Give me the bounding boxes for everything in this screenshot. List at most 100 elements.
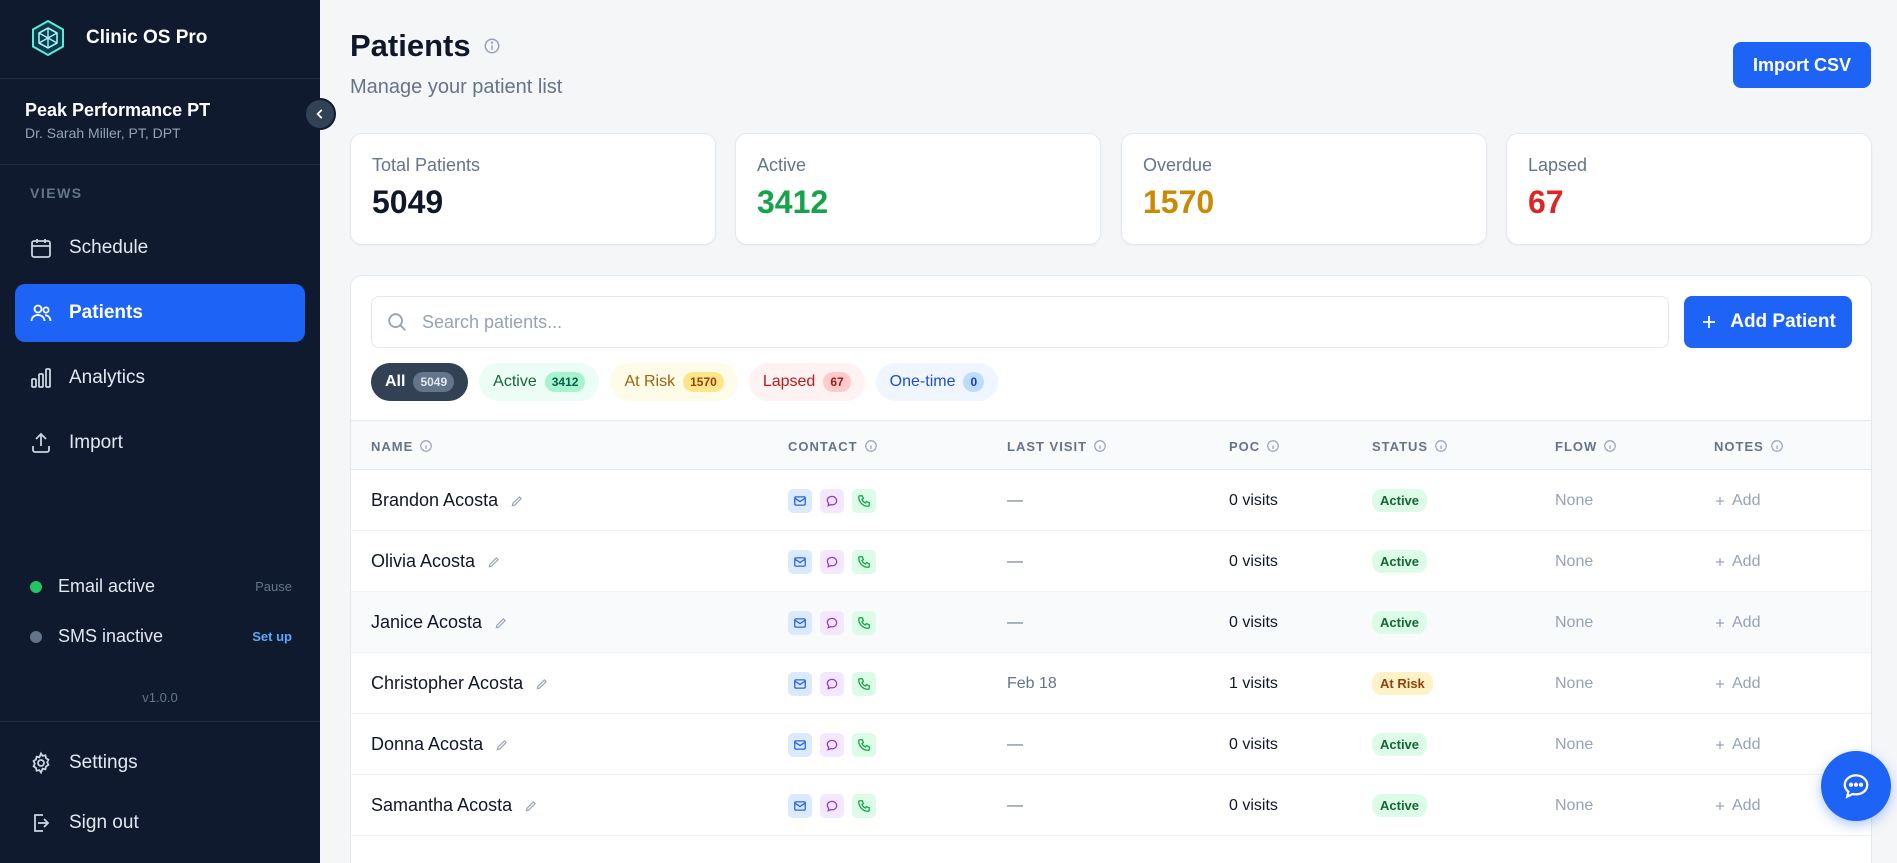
patient-name[interactable]: Donna Acosta — [371, 734, 484, 754]
column-last-visit[interactable]: LAST VISIT — [1007, 421, 1107, 471]
sms-contact-button[interactable] — [820, 671, 844, 696]
sidebar-item-sign-out[interactable]: Sign out — [15, 795, 305, 851]
patient-name[interactable]: Brandon Acosta — [371, 490, 499, 510]
column-flow[interactable]: FLOW — [1555, 421, 1617, 471]
email-contact-button[interactable] — [788, 488, 812, 513]
phone-contact-button[interactable] — [852, 671, 876, 696]
patient-name[interactable]: Christopher Acosta — [371, 673, 524, 693]
search-input[interactable] — [422, 311, 1622, 333]
add-note-button[interactable]: Add — [1714, 714, 1760, 775]
brand-logo-icon — [32, 19, 64, 57]
patient-name-cell: Janice Acosta — [371, 592, 508, 653]
phone-contact-button[interactable] — [852, 610, 876, 635]
column-notes[interactable]: NOTES — [1714, 421, 1784, 471]
sidebar-item-label: Analytics — [69, 367, 146, 388]
status-cell: Active — [1372, 714, 1428, 775]
table-row[interactable]: Janice Acosta — 0 visits Active None Add — [351, 592, 1871, 653]
sidebar-item-label: Import — [69, 432, 123, 453]
phone-contact-button[interactable] — [852, 793, 876, 818]
collapse-sidebar-button[interactable] — [304, 98, 336, 130]
flow-cell[interactable]: None — [1555, 491, 1594, 509]
poc-cell: 0 visits — [1229, 796, 1278, 814]
flow-cell[interactable]: None — [1555, 613, 1594, 631]
sms-contact-button[interactable] — [820, 549, 844, 574]
table-row[interactable]: Samantha Acosta — 0 visits Active None Add — [351, 775, 1871, 836]
filter-at-risk[interactable]: At Risk 1570 — [610, 363, 738, 401]
import-csv-button[interactable]: Import CSV — [1733, 42, 1871, 88]
upload-icon — [32, 432, 50, 453]
sidebar-item-schedule[interactable]: Schedule — [15, 219, 305, 277]
flow-cell[interactable]: None — [1555, 674, 1594, 692]
patient-name[interactable]: Janice Acosta — [371, 612, 483, 632]
add-note-button[interactable]: Add — [1714, 653, 1760, 714]
column-status[interactable]: STATUS — [1372, 421, 1448, 471]
filter-all[interactable]: All 5049 — [371, 363, 469, 401]
email-contact-button[interactable] — [788, 610, 812, 635]
email-contact-button[interactable] — [788, 793, 812, 818]
page-subtitle: Manage your patient list — [350, 76, 563, 98]
table-row[interactable]: Olivia Acosta — 0 visits Active None Add — [351, 531, 1871, 592]
flow-cell[interactable]: None — [1555, 796, 1594, 814]
filter-lapsed[interactable]: Lapsed 67 — [748, 363, 865, 401]
add-patient-button[interactable]: Add Patient — [1684, 296, 1852, 348]
column-label: NAME — [371, 438, 414, 454]
status-badge: Active — [1372, 489, 1428, 512]
pencil-icon[interactable] — [495, 738, 509, 752]
sidebar-item-patients[interactable]: Patients — [15, 284, 305, 342]
info-icon — [1770, 440, 1783, 452]
last-visit-cell: Feb 18 — [1007, 674, 1057, 692]
mail-icon — [794, 678, 806, 689]
pencil-icon[interactable] — [535, 677, 549, 691]
sms-contact-button[interactable] — [820, 732, 844, 757]
phone-contact-button[interactable] — [852, 732, 876, 757]
phone-contact-button[interactable] — [852, 549, 876, 574]
filter-active[interactable]: Active 3412 — [479, 363, 600, 401]
column-poc[interactable]: POC — [1229, 421, 1280, 471]
add-note-label: Add — [1732, 491, 1761, 509]
bar-chart-icon — [31, 368, 51, 388]
add-note-button[interactable]: Add — [1714, 470, 1760, 531]
chat-icon — [1843, 774, 1869, 799]
sidebar-item-import[interactable]: Import — [15, 414, 305, 472]
pencil-icon[interactable] — [524, 799, 538, 813]
poc-cell: 0 visits — [1229, 552, 1278, 570]
add-note-button[interactable]: Add — [1714, 775, 1760, 836]
sms-contact-button[interactable] — [820, 793, 844, 818]
sms-setup-link[interactable]: Set up — [252, 629, 292, 644]
info-icon[interactable] — [483, 37, 501, 55]
message-icon — [826, 495, 838, 507]
filter-count: 0 — [963, 372, 985, 392]
search-box[interactable] — [371, 296, 1669, 348]
pencil-icon[interactable] — [487, 555, 501, 569]
table-row[interactable]: Christopher Acosta Feb 18 1 visits At Risk N… — [351, 653, 1871, 714]
stat-value: 1570 — [1143, 184, 1215, 220]
pencil-icon[interactable] — [510, 494, 524, 508]
patient-name[interactable]: Olivia Acosta — [371, 551, 476, 571]
email-contact-button[interactable] — [788, 671, 812, 696]
filter-one-time[interactable]: One-time 0 — [875, 363, 999, 401]
email-contact-button[interactable] — [788, 732, 812, 757]
sms-contact-button[interactable] — [820, 610, 844, 635]
phone-contact-button[interactable] — [852, 488, 876, 513]
email-pause-link[interactable]: Pause — [255, 579, 292, 594]
patient-name[interactable]: Samantha Acosta — [371, 795, 513, 815]
table-row[interactable]: Donna Acosta — 0 visits Active None Add — [351, 714, 1871, 775]
flow-cell[interactable]: None — [1555, 552, 1594, 570]
pencil-icon[interactable] — [494, 616, 508, 630]
chat-button[interactable] — [1821, 751, 1891, 821]
sidebar-item-settings[interactable]: Settings — [15, 735, 305, 791]
status-badge: At Risk — [1372, 672, 1433, 695]
column-contact[interactable]: CONTACT — [788, 421, 878, 471]
add-note-button[interactable]: Add — [1714, 531, 1760, 592]
table-row[interactable]: Brandon Acosta — 0 visits Active None Add — [351, 470, 1871, 531]
message-icon — [826, 556, 838, 568]
flow-cell[interactable]: None — [1555, 735, 1594, 753]
sidebar-item-analytics[interactable]: Analytics — [15, 349, 305, 407]
add-note-button[interactable]: Add — [1714, 592, 1760, 653]
message-icon — [826, 617, 838, 629]
info-icon — [1604, 440, 1617, 452]
sms-contact-button[interactable] — [820, 488, 844, 513]
column-name[interactable]: NAME — [371, 421, 433, 471]
brand[interactable]: Clinic OS Pro — [28, 18, 207, 58]
email-contact-button[interactable] — [788, 549, 812, 574]
